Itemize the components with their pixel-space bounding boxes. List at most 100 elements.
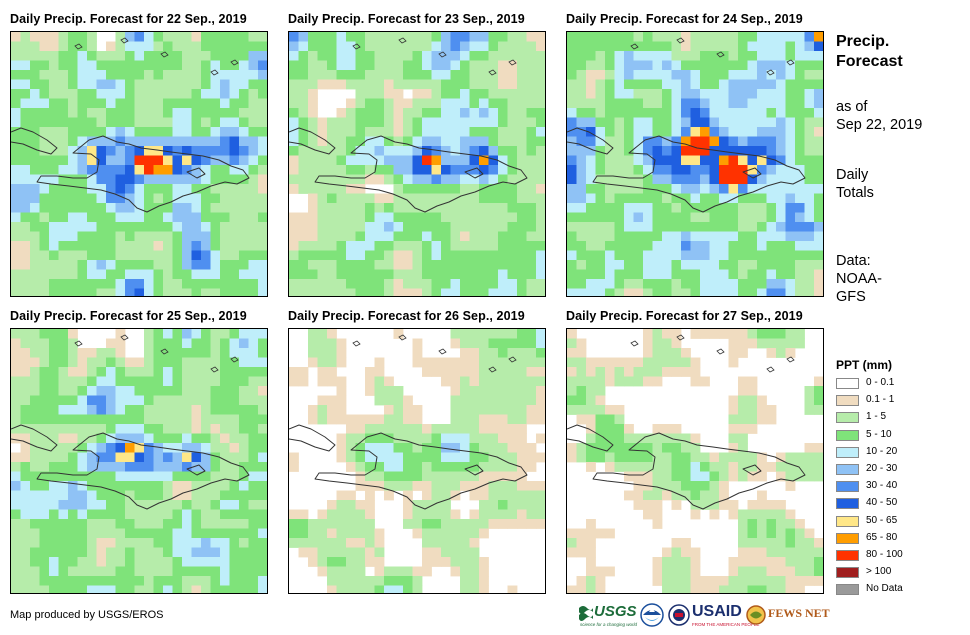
precip-cell <box>308 405 318 415</box>
precip-cell <box>58 538 69 548</box>
precip-cell <box>671 490 682 501</box>
precip-cell <box>795 528 805 539</box>
panel-title-6: Daily Precip. Forecast for 27 Sep., 2019 <box>566 309 803 323</box>
precip-cell <box>757 51 767 61</box>
precip-cell <box>652 443 663 453</box>
precip-cell <box>163 250 173 261</box>
precip-cell <box>346 500 356 510</box>
precip-cell <box>605 32 615 42</box>
precip-cell <box>605 98 615 109</box>
precip-cell <box>690 32 701 42</box>
map-credit: Map produced by USGS/EROS <box>10 609 164 621</box>
coastline <box>742 167 762 179</box>
precip-cell <box>709 490 720 501</box>
precip-cell <box>785 41 796 52</box>
precip-cell <box>49 60 59 71</box>
precip-cell <box>68 79 78 90</box>
precip-cell <box>700 146 710 156</box>
precip-cell <box>393 146 404 156</box>
precip-cell <box>441 443 451 453</box>
precip-cell <box>785 538 796 548</box>
precip-cell <box>757 414 767 425</box>
precip-cell <box>738 250 748 261</box>
precip-cell <box>163 585 173 593</box>
precip-cell <box>210 146 221 156</box>
precip-cell <box>58 462 69 472</box>
precip-cell <box>172 241 183 251</box>
precip-cell <box>614 279 625 289</box>
precip-cell <box>766 348 777 358</box>
precip-cell <box>488 367 499 377</box>
precip-cell <box>422 70 432 80</box>
precip-cell <box>30 481 40 491</box>
precip-cell <box>317 509 328 520</box>
precip-cell <box>96 222 107 232</box>
precip-cell <box>229 108 240 118</box>
precip-cell <box>536 89 545 99</box>
precip-cell <box>709 60 720 71</box>
precip-cell <box>144 405 154 415</box>
precip-cell <box>757 538 767 548</box>
precip-cell <box>258 193 267 204</box>
precip-cell <box>182 481 192 491</box>
precip-cell <box>412 117 423 128</box>
precip-cell <box>652 136 663 147</box>
precip-cell <box>182 386 192 396</box>
precip-cell <box>163 89 173 99</box>
precip-cell <box>68 98 78 109</box>
precip-cell <box>757 203 767 213</box>
precip-cell <box>11 519 21 529</box>
precip-cell <box>30 367 40 377</box>
precip-cell <box>507 98 518 109</box>
precip-cell <box>289 509 299 520</box>
precip-cell <box>336 117 347 128</box>
precip-cell <box>719 60 729 71</box>
precip-cell <box>479 528 489 539</box>
precip-cell <box>327 193 337 204</box>
precip-cell <box>700 452 710 463</box>
precip-cell <box>49 288 59 296</box>
precip-cell <box>153 386 164 396</box>
precip-cell <box>403 519 413 529</box>
precip-cell <box>125 376 135 387</box>
precip-cell <box>652 500 663 510</box>
precip-cell <box>488 32 499 42</box>
precip-cell <box>488 136 499 147</box>
forecast-map-6 <box>566 328 824 594</box>
precip-cell <box>814 471 823 482</box>
precip-cell <box>719 288 729 296</box>
precip-cell <box>671 576 682 586</box>
precip-cell <box>747 471 758 482</box>
precip-cell <box>144 566 154 577</box>
precip-cell <box>77 538 88 548</box>
precip-cell <box>87 174 97 185</box>
precip-cell <box>671 585 682 593</box>
precip-cell <box>258 376 267 387</box>
precip-cell <box>719 481 729 491</box>
precip-cell <box>144 367 154 377</box>
precip-cell <box>289 212 299 223</box>
precip-cell <box>210 519 221 529</box>
precip-cell <box>11 222 21 232</box>
precip-cell <box>431 32 442 42</box>
precip-cell <box>77 250 88 261</box>
precip-cell <box>220 367 230 377</box>
precip-cell <box>498 500 508 510</box>
precip-cell <box>441 203 451 213</box>
precip-cell <box>576 348 587 358</box>
precip-cell <box>258 509 267 520</box>
precip-cell <box>384 98 394 109</box>
precip-cell <box>403 60 413 71</box>
precip-cell <box>586 79 596 90</box>
precip-cell <box>298 32 309 42</box>
precip-cell <box>115 357 126 368</box>
precip-cell <box>248 500 259 510</box>
precip-cell <box>346 60 356 71</box>
precip-cell <box>595 585 606 593</box>
precip-cell <box>355 203 366 213</box>
precip-cell <box>134 212 145 223</box>
precip-cell <box>738 576 748 586</box>
precip-cell <box>258 348 267 358</box>
precip-cell <box>49 357 59 368</box>
precip-cell <box>652 566 663 577</box>
